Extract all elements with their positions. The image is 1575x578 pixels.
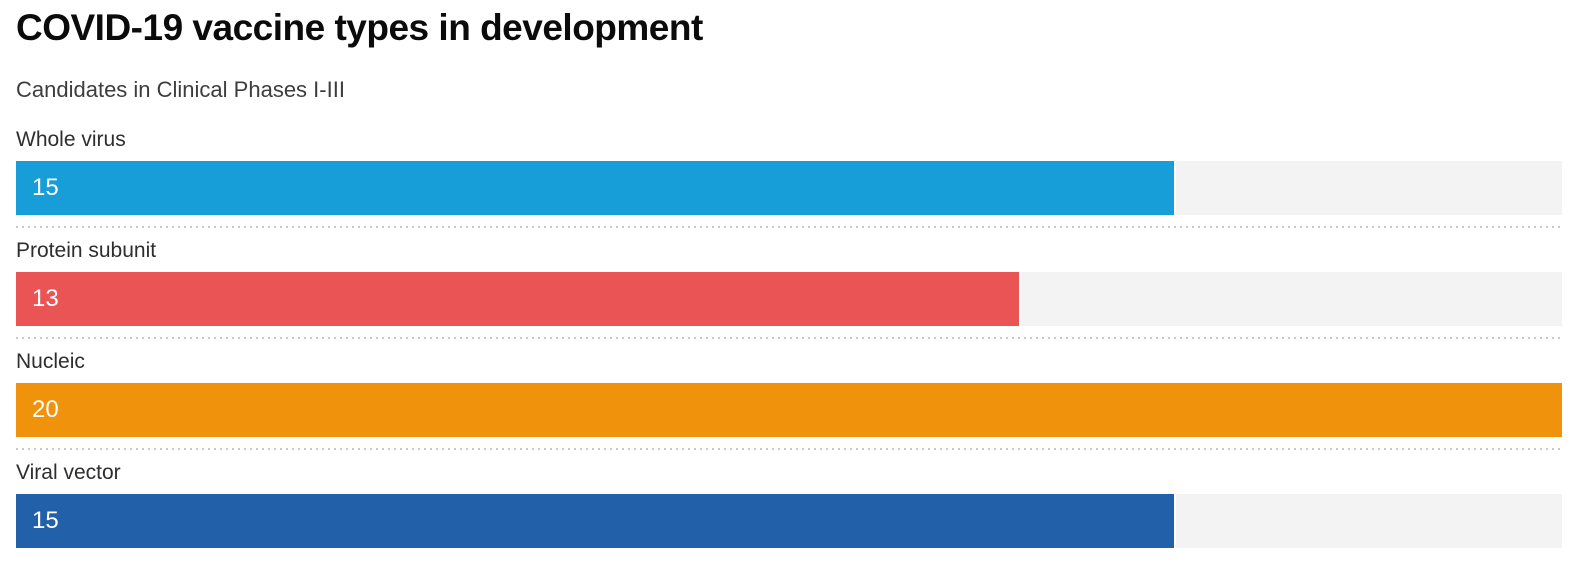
bar-row: Nucleic 20 — [16, 349, 1562, 450]
bar-value-label: 20 — [32, 396, 59, 423]
bar-track: 15 — [16, 161, 1562, 215]
bar-category-label: Viral vector — [16, 461, 121, 484]
row-separator-dotted-icon — [16, 226, 1562, 228]
chart-subtitle: Candidates in Clinical Phases I-III — [16, 77, 345, 102]
bar-rows: Whole virus 15 Protein subunit 13 Nuclei… — [16, 127, 1562, 548]
bar-fill: 15 — [16, 494, 1176, 548]
bar-track: 13 — [16, 272, 1562, 326]
bar-row: Viral vector 15 — [16, 460, 1562, 548]
row-separator-dotted-icon — [16, 337, 1562, 339]
bar-track: 15 — [16, 494, 1562, 548]
row-separator-dotted-icon — [16, 448, 1562, 450]
bar-category-label: Nucleic — [16, 350, 85, 373]
bar-chart: COVID-19 vaccine types in development Ca… — [16, 7, 1562, 548]
bar-category-label: Protein subunit — [16, 239, 157, 262]
bar-row: Protein subunit 13 — [16, 238, 1562, 339]
bar-value-label: 13 — [32, 285, 59, 312]
bar-value-label: 15 — [32, 174, 59, 201]
bar-value-label: 15 — [32, 507, 59, 534]
bar-category-label: Whole virus — [16, 128, 126, 151]
bar-fill: 13 — [16, 272, 1021, 326]
bar-fill: 20 — [16, 383, 1562, 437]
bar-fill: 15 — [16, 161, 1176, 215]
bar-row: Whole virus 15 — [16, 127, 1562, 228]
chart-title: COVID-19 vaccine types in development — [16, 7, 703, 48]
bar-track: 20 — [16, 383, 1562, 437]
